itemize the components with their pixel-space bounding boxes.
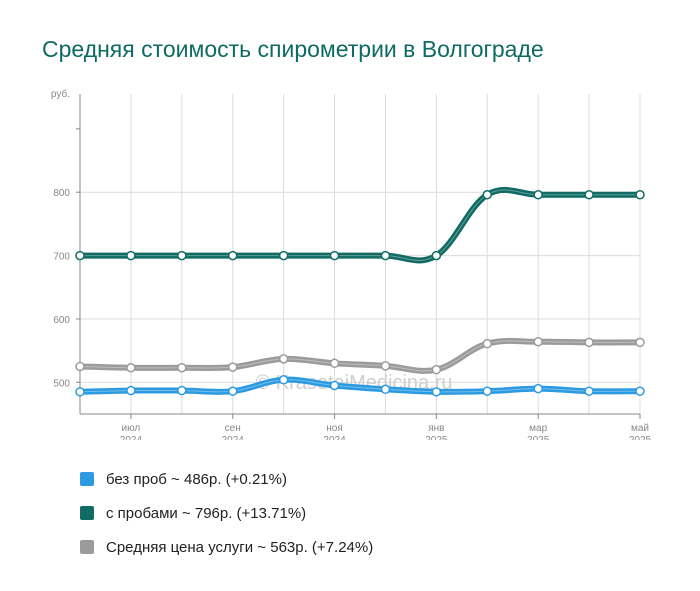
data-point: [329, 380, 340, 391]
legend-item-bez-prob[interactable]: без проб ~ 486р. (+0.21%): [80, 462, 373, 496]
data-point: [533, 383, 543, 394]
legend-label: Средняя цена услуги ~ 563р. (+7.24%): [106, 538, 374, 556]
chart-title: Средняя стоимость спирометрии в Волгогра…: [42, 36, 544, 62]
data-point: [126, 250, 136, 261]
data-point: [177, 362, 187, 373]
legend-label: с пробами ~ 796р. (+13.71%): [106, 504, 307, 522]
legend-item-s-probami[interactable]: с пробами ~ 796р. (+13.71%): [80, 496, 373, 530]
data-point: [533, 337, 543, 347]
x-tick-label-month: мар: [529, 423, 547, 434]
data-point: [380, 384, 391, 395]
data-point: [227, 362, 238, 372]
data-point: [635, 386, 645, 396]
data-point: [278, 354, 289, 364]
legend-swatch: [80, 540, 94, 554]
x-tick-label-year: 2025: [425, 435, 448, 440]
y-unit-label: руб.: [51, 88, 70, 100]
legend-item-srednyaya-cena[interactable]: Средняя цена услуги ~ 563р. (+7.24%): [80, 530, 373, 564]
data-point: [533, 190, 543, 200]
data-point: [227, 386, 238, 396]
data-point: [431, 364, 442, 375]
data-point: [278, 375, 289, 385]
y-tick-label: 800: [53, 188, 70, 199]
data-point: [227, 250, 238, 261]
data-point: [482, 190, 493, 200]
line-chart: 500600700800руб.июл2024сен2024ноя2024янв…: [51, 88, 652, 440]
data-point: [126, 385, 136, 396]
data-points: [75, 190, 645, 397]
data-point: [431, 387, 442, 397]
data-point: [329, 358, 340, 369]
series-line-1: [77, 186, 643, 264]
x-tick-label-month: ноя: [326, 423, 343, 434]
data-point: [584, 337, 594, 348]
data-point: [75, 361, 85, 372]
series-line-highlight-1: [80, 189, 640, 261]
series-line-2: [77, 337, 643, 374]
data-point: [635, 337, 645, 348]
legend: без проб ~ 486р. (+0.21%) с пробами ~ 79…: [80, 462, 373, 564]
y-tick-label: 600: [53, 315, 70, 326]
data-point: [278, 250, 289, 261]
legend-swatch: [80, 506, 94, 520]
data-point: [75, 387, 85, 397]
x-tick-label-year: 2024: [222, 435, 245, 440]
data-point: [584, 190, 594, 200]
data-point: [431, 250, 442, 261]
legend-swatch: [80, 472, 94, 486]
data-point: [75, 250, 85, 261]
y-tick-label: 700: [53, 252, 70, 263]
legend-label: без проб ~ 486р. (+0.21%): [106, 470, 287, 488]
data-point: [380, 361, 391, 371]
data-point: [482, 338, 493, 349]
data-point: [635, 190, 645, 200]
x-tick-label-month: май: [631, 423, 649, 434]
data-point: [584, 386, 594, 396]
x-tick-label-month: сен: [225, 423, 241, 434]
data-point: [380, 250, 391, 261]
x-tick-label-year: 2024: [323, 435, 346, 440]
x-tick-label-month: янв: [428, 423, 444, 434]
series-lines: [77, 186, 643, 395]
x-tick-label-year: 2025: [527, 435, 550, 440]
x-tick-label-month: июл: [122, 423, 141, 434]
data-point: [126, 362, 136, 373]
y-tick-label: 500: [53, 378, 70, 389]
x-tick-label-year: 2024: [120, 435, 143, 440]
data-point: [177, 250, 187, 261]
x-tick-label-year: 2025: [629, 435, 652, 440]
data-point: [329, 250, 340, 261]
tick-labels: 500600700800руб.июл2024сен2024ноя2024янв…: [51, 88, 652, 440]
data-point: [177, 385, 187, 396]
data-point: [482, 386, 493, 396]
